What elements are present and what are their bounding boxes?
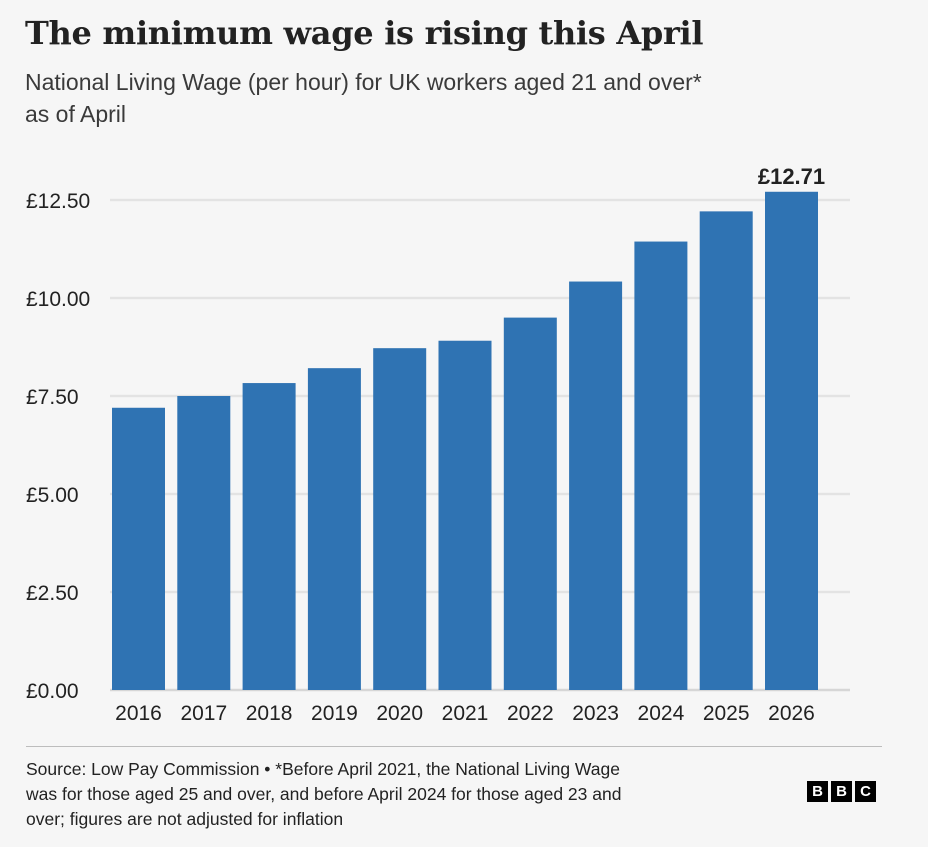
x-tick-label: 2020	[376, 702, 423, 725]
logo-letter-c: C	[855, 781, 876, 802]
data-labels: £12.71	[758, 164, 825, 189]
bar-2021	[438, 340, 492, 690]
chart-subtitle: National Living Wage (per hour) for UK w…	[25, 66, 905, 130]
y-tick-label: £2.50	[26, 582, 79, 605]
x-tick-label: 2025	[703, 702, 750, 725]
x-tick-label: 2024	[638, 702, 685, 725]
bar-2019	[307, 368, 361, 690]
bars	[112, 191, 818, 691]
source-footnote: Source: Low Pay Commission • *Before Apr…	[26, 757, 786, 832]
y-tick-label: £7.50	[26, 386, 79, 409]
bar-2023	[569, 281, 623, 690]
bbc-logo: B B C	[807, 781, 876, 802]
x-tick-label: 2016	[115, 702, 162, 725]
y-tick-label: £5.00	[26, 484, 79, 507]
bar-2017	[177, 396, 231, 690]
y-axis-tick-labels: £0.00 £2.50 £5.00 £7.50 £10.00 £12.50	[26, 190, 90, 703]
footnote-line-2: was for those aged 25 and over, and befo…	[26, 784, 622, 804]
x-tick-label: 2022	[507, 702, 554, 725]
bar-2026	[765, 191, 818, 690]
data-label-2026: £12.71	[758, 164, 825, 189]
bar-2020	[373, 348, 427, 690]
subtitle-line-2: as of April	[25, 101, 126, 127]
bar-2018	[242, 383, 296, 690]
footnote-line-1: Source: Low Pay Commission • *Before Apr…	[26, 759, 620, 779]
subtitle-line-1: National Living Wage (per hour) for UK w…	[25, 69, 702, 95]
logo-letter-b1: B	[807, 781, 828, 802]
x-tick-label: 2023	[572, 702, 619, 725]
x-tick-label: 2026	[768, 702, 815, 725]
x-tick-label: 2021	[442, 702, 489, 725]
y-tick-label: £10.00	[26, 288, 90, 311]
bar-2024	[634, 241, 688, 690]
bar-2022	[503, 317, 557, 690]
bar-chart: £0.00£2.50£5.00£7.50£10.00£12.50 2016 201…	[26, 164, 850, 725]
logo-letter-b2: B	[831, 781, 852, 802]
x-tick-label: 2018	[246, 702, 293, 725]
x-tick-label: 2017	[180, 702, 227, 725]
x-axis-tick-labels: 2016 2017 2018 2019 2020 2021 2022 2023 2024 2025…	[115, 702, 815, 725]
y-tick-label: £12.50	[26, 190, 90, 213]
y-tick-label: £0.00	[26, 680, 79, 703]
x-tick-label: 2019	[311, 702, 358, 725]
bar-2016	[112, 407, 165, 690]
chart-title: The minimum wage is rising this April	[25, 14, 704, 52]
footnote-line-3: over; figures are not adjusted for infla…	[26, 809, 344, 829]
footer-divider	[26, 746, 882, 747]
bar-2025	[699, 211, 753, 691]
